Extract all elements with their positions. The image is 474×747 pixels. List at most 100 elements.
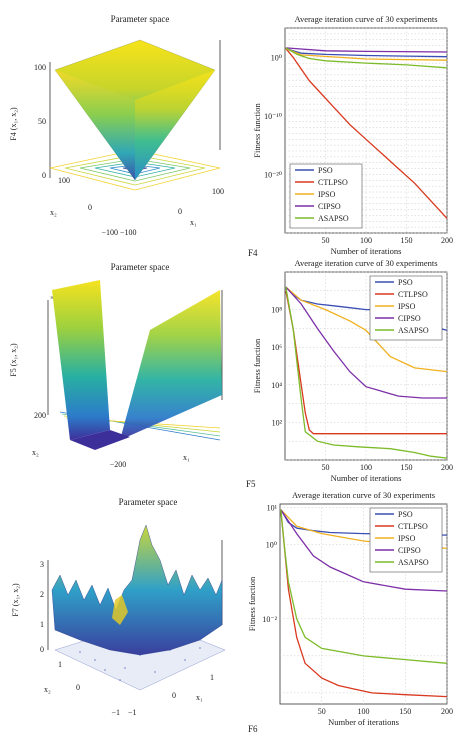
y-tick-label: 10⁸	[271, 306, 282, 315]
x-tick-label: 150	[401, 463, 413, 472]
convergence-chart-f5: 50 100 150 200 10⁸ 10⁶ 10⁴ 10² Average iteration…	[252, 258, 453, 483]
x-tick-label: 50	[322, 236, 330, 245]
surface-ztick-3-3: 0	[40, 645, 44, 654]
legend-entry: PSO	[318, 166, 333, 175]
surface-xtick-3-2: 1	[210, 673, 214, 682]
surface-zlabel-2: F5 (x₁, x₂)	[9, 343, 18, 377]
surface-ytick-3-2: −1	[111, 708, 120, 717]
surface-xtick-1-2: 100	[212, 187, 224, 196]
series-line-asapso	[285, 47, 448, 69]
surface-ytick-3-0: 1	[58, 660, 62, 669]
surface-zlabel-1: F4 (x₁, x₂)	[9, 107, 18, 141]
legend-entry: IPSO	[398, 302, 416, 311]
legend-entry: CIPSO	[318, 202, 341, 211]
series-line-asapso	[280, 509, 448, 664]
x-tick-label: 200	[441, 463, 453, 472]
y-tick-label: 10⁰	[271, 53, 282, 62]
surface-xtick-3-0: −1	[128, 708, 137, 717]
legend-entry: PSO	[398, 510, 413, 519]
surface-ytick-1-1: 0	[88, 203, 92, 212]
y-axis-label: Fitness function	[247, 576, 257, 631]
series-line-cipso	[285, 47, 448, 53]
surface-ytick-2-0: 200	[34, 411, 46, 420]
legend-entry: CTLPSO	[398, 290, 428, 299]
surface-xlabel-1: x₁	[190, 218, 197, 227]
y-tick-label: 10⁶	[271, 343, 282, 352]
y-tick-label: 10⁻²	[262, 615, 277, 624]
surface-ytick-3-1: 0	[76, 683, 80, 692]
legend-entry: PSO	[398, 278, 413, 287]
surface-ztick-1-0: 100	[34, 63, 46, 72]
legend-entry: CIPSO	[398, 314, 421, 323]
panel-label-f5: F5	[246, 479, 256, 489]
surface-ytick-1-2: −100	[101, 228, 118, 237]
surface-ztick-1-2: 0	[42, 171, 46, 180]
y-tick-label: 10²	[272, 418, 283, 427]
noise-highlight	[112, 595, 128, 625]
y-tick-label: 10⁻²⁰	[264, 170, 282, 179]
legend-entry: CTLPSO	[398, 522, 428, 531]
surface-ylabel-3: x₂	[44, 685, 51, 694]
valley-wall-right	[120, 290, 222, 440]
surface-xtick-3-1: 0	[172, 691, 176, 700]
chart-title: Average iteration curve of 30 experiment…	[292, 490, 435, 500]
x-tick-label: 200	[441, 707, 453, 716]
convergence-chart-f4: 50 100 150 200 10⁰ 10⁻¹⁰ 10⁻²⁰ Average iteratio…	[252, 14, 453, 256]
legend-entry: IPSO	[318, 190, 336, 199]
surface-ylabel-1: x₂	[50, 208, 57, 217]
surface-ytick-1-0: 100	[58, 176, 70, 185]
series-line-ctlpso	[285, 48, 448, 219]
surface-ztick-1-1: 50	[38, 117, 46, 126]
legend-entry: ASAPSO	[398, 326, 429, 335]
surface-xtick-1-0: −100	[120, 228, 137, 237]
valley-floor	[70, 430, 130, 450]
surface-panel-3: Parameter space 3 2 1 0 F7 (x₁, x₂) 1 0 …	[11, 497, 226, 717]
y-tick-label: 10⁻¹⁰	[264, 112, 282, 121]
legend-entry: IPSO	[398, 534, 416, 543]
legend-entry: ASAPSO	[398, 558, 429, 567]
surface-xtick-2-0: −200	[110, 460, 127, 469]
surface-ztick-3-2: 1	[40, 620, 44, 629]
series-line-cipso	[280, 509, 448, 592]
x-tick-label: 100	[360, 236, 372, 245]
panel-label-f6: F6	[248, 724, 258, 734]
legend-entry: CIPSO	[398, 546, 421, 555]
chart-title: Average iteration curve of 30 experiment…	[294, 14, 437, 24]
chart-title: Average iteration curve of 30 experiment…	[294, 258, 437, 268]
x-tick-label: 150	[401, 236, 413, 245]
pyramid-face-right	[135, 70, 215, 180]
surface-title-2: Parameter space	[111, 262, 170, 272]
surface-xlabel-3: x₁	[196, 693, 203, 702]
series-line-pso	[285, 47, 448, 58]
x-tick-label: 50	[322, 463, 330, 472]
y-tick-label: 10⁰	[266, 541, 277, 550]
x-axis-label: Number of iterations	[328, 717, 399, 727]
surface-xtick-1-1: 0	[178, 207, 182, 216]
x-tick-label: 100	[360, 463, 372, 472]
y-tick-label: 10⁴	[271, 381, 282, 390]
convergence-chart-f6: 50 100 150 200 10¹ 10⁰ 10⁻² Average iteration c…	[247, 490, 453, 727]
y-axis-label: Fitness function	[252, 338, 262, 393]
x-tick-label: 150	[399, 707, 411, 716]
y-tick-label: 10¹	[267, 504, 278, 513]
surface-ztick-3-0: 3	[40, 560, 44, 569]
x-axis-label: Number of iterations	[331, 246, 402, 256]
x-axis-label: Number of iterations	[331, 473, 402, 483]
legend-entry: ASAPSO	[318, 214, 349, 223]
x-tick-label: 100	[358, 707, 370, 716]
valley-wall-left	[52, 280, 110, 440]
surface-zlabel-3: F7 (x₁, x₂)	[11, 583, 20, 617]
y-axis-label: Fitness function	[252, 102, 262, 157]
surface-ztick-3-1: 2	[40, 590, 44, 599]
pyramid-face-left	[55, 70, 135, 180]
noise-surface	[51, 524, 223, 656]
surface-xlabel-2: x₁	[183, 453, 190, 462]
panel-label-f4: F4	[248, 248, 258, 258]
surface-ylabel-2: x₂	[32, 448, 39, 457]
series-line-ipso	[285, 286, 448, 373]
series-line-cipso	[285, 286, 447, 399]
legend-entry: CTLPSO	[318, 178, 348, 187]
surface-title-1: Parameter space	[111, 14, 170, 24]
